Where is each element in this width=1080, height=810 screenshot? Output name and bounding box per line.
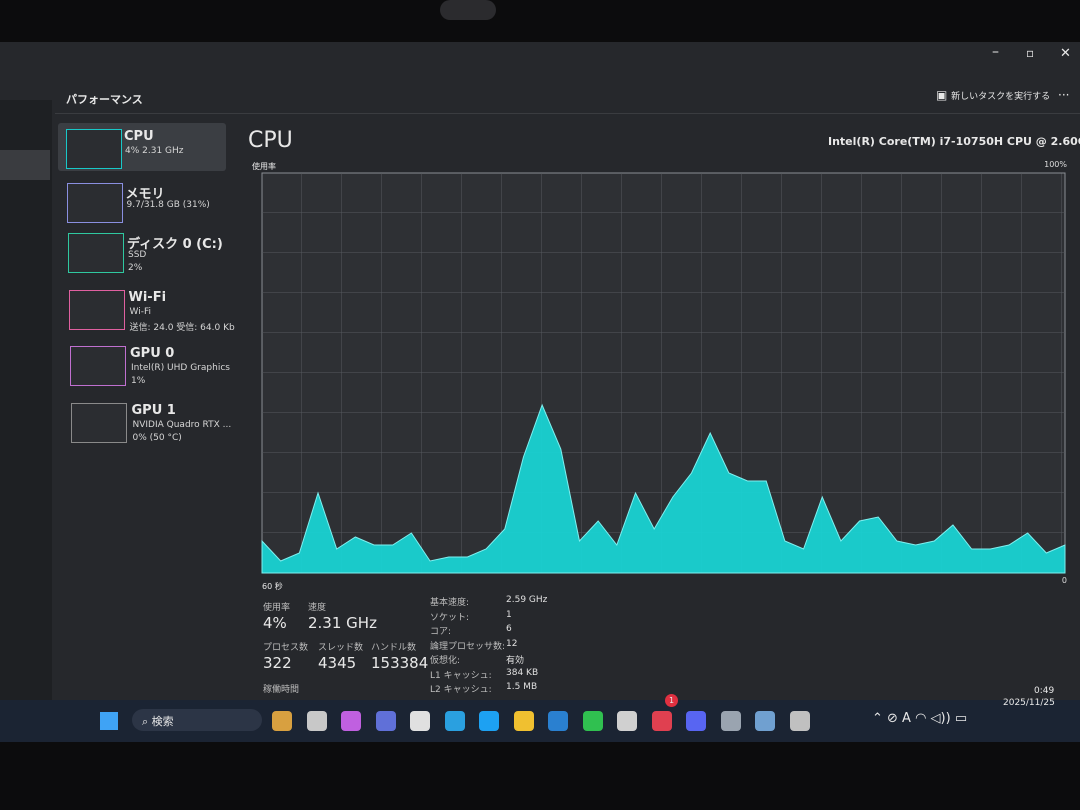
app-icon[interactable] — [686, 711, 706, 731]
item-name: GPU 1 — [131, 403, 176, 418]
spec-label: 基本速度: — [430, 598, 470, 608]
y-axis-label: 使用率 — [252, 162, 276, 171]
spec-value: 2.59 GHz — [506, 595, 548, 605]
spec-value: 12 — [506, 638, 518, 649]
spec-value: 有効 — [506, 656, 525, 666]
spec-label: L2 キャッシュ: — [430, 685, 492, 695]
more-button[interactable]: ··· — [1058, 88, 1070, 102]
app-icon[interactable] — [582, 711, 603, 731]
stat-label: プロセス数 — [263, 643, 309, 653]
spec-label: 仮想化: — [430, 656, 461, 666]
cpu-graph: 0 100% — [261, 160, 1067, 585]
app-icon[interactable] — [720, 711, 741, 731]
item-detail: 2% — [128, 263, 143, 273]
app-icon[interactable] — [341, 711, 361, 731]
clock-date: 2025/11/25 — [1003, 698, 1055, 708]
app-icon[interactable] — [410, 711, 430, 731]
start-button[interactable] — [100, 712, 118, 730]
taskbar: ⌕ 検索 1 ⌃ ⊘ A ◠ ◁)) ▭ 0:49 2025/11/25 — [0, 686, 1080, 742]
thumbnail[interactable] — [70, 346, 126, 386]
app-icon[interactable] — [306, 711, 327, 731]
stat-label: スレッド数 — [318, 643, 364, 653]
stat-value: 153384 — [371, 654, 429, 672]
spec-label: 論理プロセッサ数: — [430, 641, 506, 652]
app-icon[interactable] — [375, 711, 396, 731]
spec-label: L1 キャッシュ: — [430, 670, 492, 681]
tray-icons[interactable]: ⌃ ⊘ A ◠ ◁)) ▭ — [872, 711, 968, 726]
thumbnail[interactable] — [68, 233, 124, 273]
y-tick-label: 0 — [1062, 576, 1067, 585]
spec-label: ソケット: — [430, 612, 470, 623]
item-name: GPU 0 — [130, 346, 175, 361]
app-icon[interactable] — [272, 711, 292, 731]
stat-value: 4% — [263, 614, 287, 632]
app-icon[interactable] — [755, 711, 775, 731]
stat-label: 使用率 — [263, 603, 291, 613]
y-tick-label: 100% — [1044, 160, 1067, 169]
stat-value: 4345 — [318, 654, 357, 672]
stat-label: 稼働時間 — [263, 685, 300, 695]
item-name: メモリ — [125, 187, 165, 202]
cpu-usage-area — [261, 403, 1066, 574]
spec-value: 6 — [506, 624, 512, 634]
chart-title: CPU — [248, 128, 293, 153]
stat-value: 322 — [263, 654, 292, 672]
item-detail: 9.7/31.8 GB (31%) — [126, 200, 210, 210]
new-task-button[interactable]: ▣ 新しいタスクを実行する — [936, 88, 1051, 102]
maximize[interactable]: ▫ — [1026, 46, 1035, 60]
page-title: パフォーマンス — [66, 93, 143, 106]
app-icon[interactable] — [617, 711, 637, 731]
item-detail: Wi-Fi — [129, 307, 151, 317]
app-icon[interactable] — [651, 711, 672, 731]
spec-label: コア: — [430, 627, 452, 637]
app-icon[interactable] — [789, 711, 810, 731]
grid — [262, 173, 1065, 573]
item-name: Wi-Fi — [128, 290, 167, 305]
app-icon[interactable] — [444, 711, 465, 731]
clock-time: 0:49 — [1034, 686, 1055, 696]
item-detail: NVIDIA Quadro RTX ... — [132, 420, 232, 430]
thumbnail[interactable] — [67, 183, 123, 223]
item-detail: 送信: 24.0 受信: 64.0 Kb — [129, 323, 235, 333]
item-name: ディスク 0 (C:) — [127, 237, 223, 252]
stat-value: 2.31 GHz — [308, 614, 377, 632]
nav-pane — [0, 100, 52, 700]
minimize[interactable]: – — [992, 44, 999, 60]
stat-label: 速度 — [308, 603, 327, 613]
spec-value: 1 — [506, 609, 512, 620]
item-detail: 4% 2.31 GHz — [125, 146, 184, 156]
thumbnail[interactable] — [69, 290, 125, 330]
thumbnail[interactable] — [66, 129, 122, 169]
notification-badge: 1 — [665, 694, 678, 707]
item-name: CPU — [124, 129, 154, 144]
close[interactable]: ✕ — [1060, 46, 1071, 61]
item-detail: 0% (50 °C) — [132, 433, 182, 443]
thumbnail[interactable] — [71, 403, 127, 443]
app-icon[interactable] — [548, 711, 568, 731]
x-axis-label: 60 秒 — [262, 582, 283, 591]
spec-value: 1.5 MB — [506, 682, 538, 692]
processor-name: Intel(R) Core(TM) i7-10750H CPU @ 2.60GH… — [828, 135, 1080, 148]
search-label: 検索 — [151, 715, 174, 728]
stat-label: ハンドル数 — [371, 643, 417, 653]
app-icon[interactable] — [479, 711, 499, 731]
app-icon[interactable] — [513, 711, 534, 731]
item-detail: 1% — [131, 376, 146, 386]
item-detail: SSD — [128, 250, 147, 260]
spec-value: 384 KB — [506, 667, 539, 678]
camera — [440, 0, 496, 20]
new-task-label: 新しいタスクを実行する — [951, 92, 1051, 102]
search-box[interactable]: ⌕ 検索 — [132, 709, 262, 731]
item-detail: Intel(R) UHD Graphics — [131, 363, 230, 373]
